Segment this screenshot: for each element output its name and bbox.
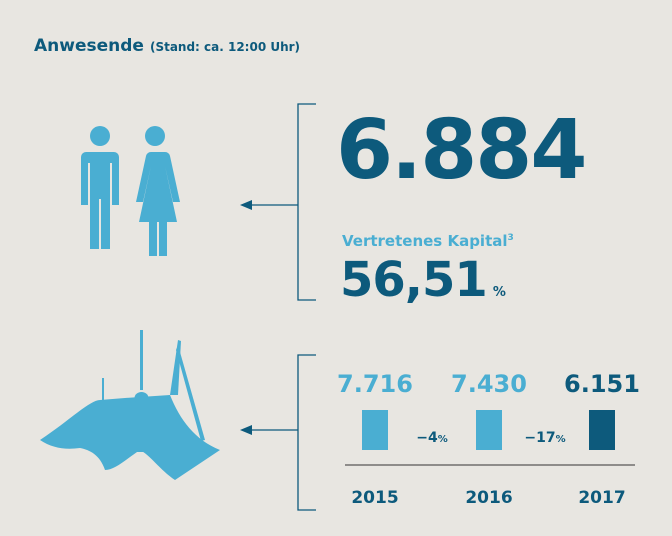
capital-unit: % xyxy=(493,285,506,300)
footnote: 3 xyxy=(508,233,514,243)
year-label: 2016 xyxy=(465,488,512,508)
capital-label: Vertretenes Kapital xyxy=(342,232,508,250)
capital-value: 56,51% xyxy=(340,252,506,308)
year-label: 2015 xyxy=(351,488,398,508)
capital-heading: Vertretenes Kapital3 xyxy=(342,232,514,250)
header: Anwesende (Stand: ca. 12:00 Uhr) xyxy=(34,36,300,56)
people-icon xyxy=(81,126,180,256)
bracket-bottom xyxy=(246,354,316,511)
change-value: −17 xyxy=(524,430,555,446)
change-unit: % xyxy=(556,434,566,445)
capital-number: 56,51 xyxy=(340,252,487,308)
bar xyxy=(476,410,502,450)
change: −4% xyxy=(416,430,448,446)
year-value: 7.430 xyxy=(451,370,527,398)
arrow-head xyxy=(240,425,252,435)
bar xyxy=(362,410,388,450)
attendance-value: 6.884 xyxy=(336,103,585,198)
change-value: −4 xyxy=(416,430,438,446)
year-value: 7.716 xyxy=(337,370,413,398)
arrow-head xyxy=(240,200,252,210)
title: Anwesende xyxy=(34,36,144,56)
bar xyxy=(589,410,615,450)
change: −17% xyxy=(524,430,565,446)
bracket-top xyxy=(246,103,316,301)
change-unit: % xyxy=(438,434,448,445)
year-label: 2017 xyxy=(578,488,625,508)
year-value: 6.151 xyxy=(564,370,640,398)
subtitle: (Stand: ca. 12:00 Uhr) xyxy=(150,40,300,54)
olympic-park-icon xyxy=(40,330,220,480)
